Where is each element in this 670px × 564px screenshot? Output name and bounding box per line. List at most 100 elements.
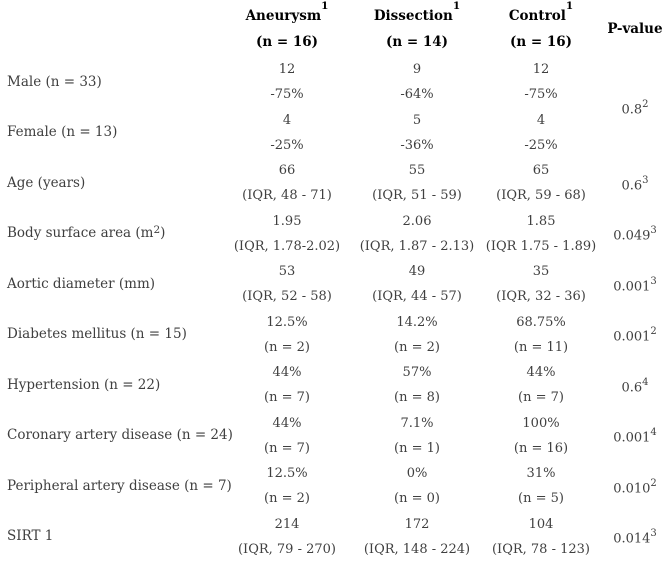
cell-value: 100% <box>522 415 560 431</box>
cell-male-dissection: 9 -64% <box>352 57 482 108</box>
cell-subvalue: -36% <box>400 137 434 153</box>
cell-value: 49 <box>408 264 426 280</box>
row-label-text: Peripheral artery disease (n = 7) <box>7 477 232 494</box>
row-label-sirt1: SIRT 1 <box>0 512 222 563</box>
cell-value: 0% <box>406 466 428 482</box>
p-value-bsa: 0.0493 <box>600 209 670 260</box>
column-title-text: Control <box>508 7 566 24</box>
p-value-sirt1: 0.0143 <box>600 512 670 563</box>
cell-subvalue: (IQR, 48 - 71) <box>242 188 332 204</box>
p-value-text: 0.0014 <box>613 421 657 450</box>
row-label-male: Male (n = 33) <box>0 57 222 108</box>
cell-subvalue: (n = 7) <box>264 440 310 456</box>
cell-value: 4 <box>282 112 292 128</box>
column-title-footnote: 1 <box>565 0 574 12</box>
p-value-footnote: 3 <box>650 275 657 287</box>
cell-value: 66 <box>278 163 296 179</box>
cell-age-dissection: 55 (IQR, 51 - 59) <box>352 158 482 209</box>
cell-value: 44% <box>272 415 302 431</box>
cell-value: 65 <box>532 163 550 179</box>
cell-value: 4 <box>536 112 546 128</box>
p-value-pad: 0.0102 <box>600 461 670 512</box>
cell-cad-aneurysm: 44% (n = 7) <box>222 411 352 462</box>
cell-subvalue: (IQR 1.75 - 1.89) <box>485 238 597 254</box>
p-value-footnote: 4 <box>650 427 657 439</box>
row-label-diabetes: Diabetes mellitus (n = 15) <box>0 310 222 361</box>
p-value-number: 0.049 <box>613 228 651 244</box>
column-header-title: Dissection1 <box>373 0 461 29</box>
cell-subvalue: (IQR, 59 - 68) <box>496 188 586 204</box>
column-title-footnote: 1 <box>452 0 461 12</box>
row-label-hypertension: Hypertension (n = 22) <box>0 360 222 411</box>
cell-bsa-aneurysm: 1.95 (IQR, 1.78-2.02) <box>222 209 352 260</box>
row-label-coronary-artery-disease: Coronary artery disease (n = 24) <box>0 411 233 462</box>
cell-value: 9 <box>412 62 422 78</box>
row-label-body-surface-area: Body surface area (m 2) <box>0 209 222 260</box>
row-label-peripheral-artery-disease: Peripheral artery disease (n = 7) <box>0 461 232 512</box>
p-value-number: 0.6 <box>621 177 643 193</box>
cell-sirt1-dissection: 172 (IQR, 148 - 224) <box>352 512 482 563</box>
p-value-footnote: 2 <box>650 326 657 338</box>
p-value-text: 0.0102 <box>613 472 657 501</box>
row-label-female: Female (n = 13) <box>0 108 222 159</box>
row-label-text: Female (n = 13) <box>7 124 118 141</box>
p-value-footnote: 3 <box>650 225 657 237</box>
p-value-age: 0.63 <box>600 158 670 209</box>
cell-subvalue: (n = 0) <box>394 491 440 507</box>
cell-subvalue: (n = 7) <box>264 390 310 406</box>
cell-subvalue: (n = 1) <box>394 440 440 456</box>
row-label-aortic-diameter: Aortic diameter (mm) <box>0 259 222 310</box>
table-corner <box>0 0 222 57</box>
column-header-pvalue: P-value <box>607 20 663 37</box>
p-value-text: 0.0013 <box>613 270 657 299</box>
cell-value: 55 <box>408 163 426 179</box>
cell-value: 172 <box>404 516 430 532</box>
cell-subvalue: (n = 7) <box>518 390 564 406</box>
p-value-number: 0.001 <box>613 278 651 294</box>
row-label-sup: 2 <box>153 223 161 236</box>
cell-hypertension-control: 44% (n = 7) <box>482 360 600 411</box>
column-title-footnote: 1 <box>321 0 329 12</box>
column-header-control: Control1 (n = 16) <box>482 0 600 57</box>
cell-pad-dissection: 0% (n = 0) <box>352 461 482 512</box>
cell-value: 12.5% <box>266 314 308 330</box>
row-label-text: Hypertension (n = 22) <box>7 376 161 393</box>
cell-subvalue: (n = 2) <box>264 491 310 507</box>
column-title-text: Aneurysm <box>245 7 322 24</box>
row-label-text: Age (years) <box>7 174 86 191</box>
cell-value: 14.2% <box>396 314 438 330</box>
cell-age-control: 65 (IQR, 59 - 68) <box>482 158 600 209</box>
cell-value: 44% <box>526 365 556 381</box>
p-value-footnote: 3 <box>642 174 649 186</box>
column-title-text: Dissection <box>373 7 453 24</box>
cell-pad-control: 31% (n = 5) <box>482 461 600 512</box>
cell-subvalue: -75% <box>524 87 558 103</box>
p-value-text: 0.82 <box>621 93 648 122</box>
row-label-text: Diabetes mellitus (n = 15) <box>7 326 187 343</box>
row-label-text: Coronary artery disease (n = 24) <box>7 427 233 444</box>
cell-value: 31% <box>526 466 556 482</box>
cell-cad-control: 100% (n = 16) <box>482 411 600 462</box>
cell-subvalue: (n = 11) <box>513 339 569 355</box>
column-header-n: (n = 16) <box>509 33 573 50</box>
cell-value: 1.95 <box>272 213 302 229</box>
cell-value: 57% <box>402 365 432 381</box>
column-header-title: Aneurysm1 <box>245 0 329 29</box>
p-value-number: 0.8 <box>621 102 643 118</box>
p-value-number: 0.6 <box>621 379 643 395</box>
p-value-footnote: 3 <box>650 528 657 540</box>
cell-value: 12 <box>278 62 296 78</box>
p-value-number: 0.001 <box>613 329 651 345</box>
cell-diabetes-control: 68.75% (n = 11) <box>482 310 600 361</box>
p-value-aortic: 0.0013 <box>600 259 670 310</box>
cell-hypertension-dissection: 57% (n = 8) <box>352 360 482 411</box>
column-header-title: Control1 <box>508 0 574 29</box>
cell-pad-aneurysm: 12.5% (n = 2) <box>222 461 352 512</box>
cell-diabetes-aneurysm: 12.5% (n = 2) <box>222 310 352 361</box>
cell-female-dissection: 5 -36% <box>352 108 482 159</box>
cell-bsa-control: 1.85 (IQR 1.75 - 1.89) <box>482 209 600 260</box>
cell-aortic-aneurysm: 53 (IQR, 52 - 58) <box>222 259 352 310</box>
cell-subvalue: (IQR, 44 - 57) <box>372 289 462 305</box>
